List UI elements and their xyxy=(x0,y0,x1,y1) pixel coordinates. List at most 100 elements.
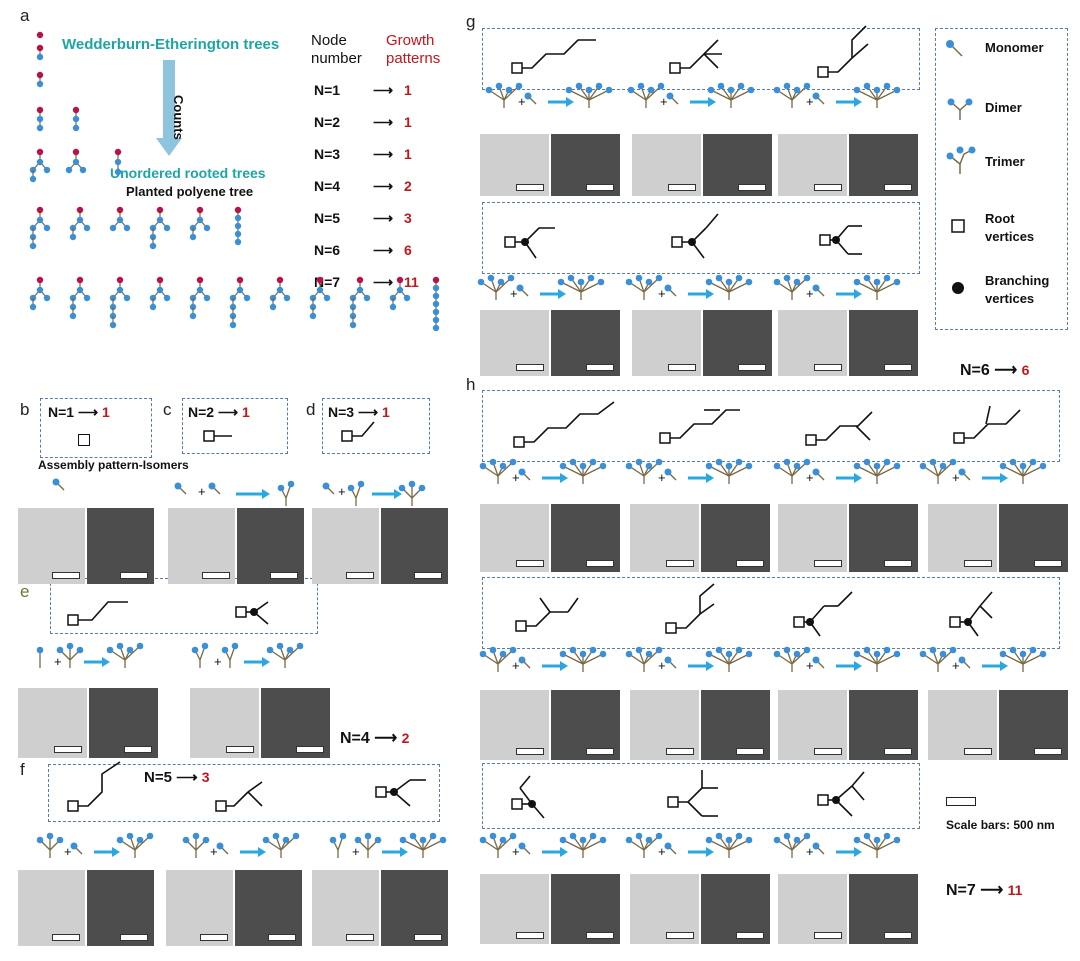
tree-node xyxy=(72,124,80,132)
svg-text:+: + xyxy=(64,844,72,859)
scale-bar xyxy=(1034,748,1062,755)
root-square xyxy=(511,62,523,74)
scale-bar xyxy=(120,934,148,941)
micrograph-pair xyxy=(630,874,770,944)
micrograph-pair xyxy=(778,134,918,196)
scale-bar xyxy=(516,364,544,371)
tree-node xyxy=(114,168,122,176)
node-number-header: Node number xyxy=(311,32,362,67)
root-square xyxy=(67,614,79,626)
svg-text:+: + xyxy=(338,484,346,499)
root-node xyxy=(234,206,242,214)
root-node xyxy=(156,276,164,284)
panel-label-d: d xyxy=(306,400,316,419)
micrograph-pair xyxy=(190,688,330,758)
root-square xyxy=(667,796,679,808)
scale-bar xyxy=(268,934,296,941)
scale-bar xyxy=(54,746,82,753)
scale-bar xyxy=(668,364,696,371)
micrograph-pair xyxy=(480,690,620,760)
micrograph-pair xyxy=(928,504,1068,572)
root-square xyxy=(669,62,681,74)
scale-bar xyxy=(736,932,764,939)
micrograph-pair xyxy=(168,508,304,584)
tree-node xyxy=(72,115,80,123)
scale-bar xyxy=(202,572,230,579)
legend-monomer: Monomer xyxy=(985,40,1044,55)
scale-bar xyxy=(120,572,148,579)
n1-label: N=1 ⟶ 1 xyxy=(48,404,110,420)
tree-node xyxy=(432,284,440,292)
scale-bar xyxy=(964,748,992,755)
root-node xyxy=(116,276,124,284)
scale-bar xyxy=(516,184,544,191)
pattern-box-n1 xyxy=(40,398,152,458)
scale-bar xyxy=(666,560,694,567)
node-row: N=3 ⟶ 1 xyxy=(314,146,412,162)
node-row: N=5 ⟶ 3 xyxy=(314,210,412,226)
tree-node xyxy=(36,80,44,88)
root-square xyxy=(819,234,831,246)
micrograph-pair xyxy=(480,874,620,944)
scale-bar xyxy=(346,572,374,579)
panel-label-a: a xyxy=(20,6,30,25)
root-node xyxy=(156,206,164,214)
counts-arrow-head xyxy=(156,138,182,156)
panel-label-h: h xyxy=(466,375,476,394)
micrograph-pair xyxy=(778,310,918,376)
tree-node xyxy=(234,230,242,238)
we-trees-title: Wedderburn-Etherington trees xyxy=(62,36,280,53)
scale-bar xyxy=(738,364,766,371)
scale-bar xyxy=(814,748,842,755)
svg-text:+: + xyxy=(54,654,62,669)
micrograph-pair xyxy=(778,874,918,944)
node-row: N=6 ⟶ 6 xyxy=(314,242,412,258)
tree-node xyxy=(432,324,440,332)
root-node xyxy=(36,276,44,284)
root-square xyxy=(665,622,677,634)
scale-bar xyxy=(414,934,442,941)
svg-text:+: + xyxy=(352,844,360,859)
root-square xyxy=(235,606,247,618)
assembly-caption: Assembly pattern-Isomers xyxy=(38,458,189,472)
svg-text:+: + xyxy=(510,286,518,301)
svg-text:+: + xyxy=(658,844,666,859)
root-node xyxy=(114,148,122,156)
panel-label-f: f xyxy=(20,760,25,779)
dimer-icon xyxy=(947,98,973,120)
root-square xyxy=(67,800,79,812)
svg-text:+: + xyxy=(658,658,666,673)
scale-bar xyxy=(736,560,764,567)
root-square xyxy=(949,616,961,628)
n3-label: N=3 ⟶ 1 xyxy=(328,404,390,420)
scale-bar xyxy=(884,748,912,755)
root-node xyxy=(36,71,44,79)
scale-bar xyxy=(296,746,324,753)
branching-vertex-icon xyxy=(952,282,964,294)
legend-icons xyxy=(946,40,976,294)
tree-node xyxy=(36,124,44,132)
pattern-box-n6-row2 xyxy=(482,202,920,274)
micrograph-pair xyxy=(18,870,154,946)
scale-bar xyxy=(226,746,254,753)
scale-bar xyxy=(814,364,842,371)
legend-box xyxy=(935,28,1068,330)
micrograph-pair xyxy=(778,504,918,572)
scale-bar xyxy=(516,748,544,755)
node-row: N=2 ⟶ 1 xyxy=(314,114,412,130)
scale-bar xyxy=(814,184,842,191)
root-node xyxy=(76,276,84,284)
tree-node xyxy=(114,158,122,166)
tree-node xyxy=(36,53,44,61)
root-square xyxy=(511,798,523,810)
micrograph-pair xyxy=(312,508,448,584)
svg-text:+: + xyxy=(658,286,666,301)
micrograph-pair xyxy=(630,690,770,760)
scale-bar xyxy=(884,364,912,371)
micrograph-pair xyxy=(632,310,772,376)
root-node xyxy=(316,276,324,284)
root-node xyxy=(72,106,80,114)
legend-branching: Branching vertices xyxy=(985,273,1050,306)
svg-text:+: + xyxy=(806,658,814,673)
root-node xyxy=(36,44,44,52)
